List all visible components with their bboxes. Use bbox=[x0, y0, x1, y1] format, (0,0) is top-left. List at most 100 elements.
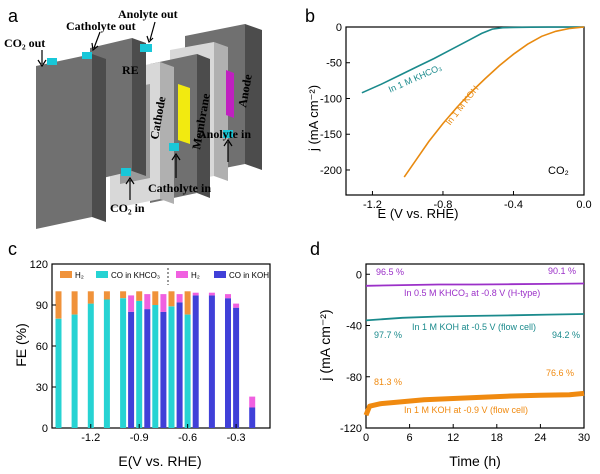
stability-ytick-label: -120 bbox=[340, 423, 362, 435]
fe-legend-h2-koh: H₂ bbox=[191, 271, 200, 280]
lsv-series bbox=[361, 26, 585, 178]
stability-line-2 bbox=[363, 390, 585, 417]
lsv-line-0 bbox=[361, 26, 585, 94]
stability-fe-end-koh-05: 94.2 % bbox=[552, 330, 580, 340]
panel-label-c: c bbox=[8, 239, 17, 259]
fe-bar-co-0 bbox=[184, 314, 191, 428]
fe-bar-co-1 bbox=[128, 311, 135, 428]
lsv-annotation-co2: CO₂ bbox=[548, 165, 569, 177]
fe-bar-h2-0 bbox=[87, 291, 94, 304]
fe-ylabel: FE (%) bbox=[13, 323, 29, 367]
fe-legend-swatch-h2-khco3 bbox=[60, 271, 72, 278]
fe-xtick-label: -1.2 bbox=[81, 432, 100, 444]
fe-bar-co-1 bbox=[160, 311, 167, 428]
stability-xtick-label: 30 bbox=[578, 432, 590, 444]
stability-xtick-label: 0 bbox=[363, 432, 369, 444]
fe-bar-h2-0 bbox=[152, 291, 159, 305]
fe-bar-co-1 bbox=[233, 307, 240, 428]
fe-bar-h2-0 bbox=[184, 291, 191, 315]
co2-in-port bbox=[121, 168, 131, 176]
lsv-plot-frame bbox=[345, 26, 585, 196]
fe-chart: -1.2 -0.9 -0.6 -0.3 0 30 60 90 120 H₂ CO in KHCO… bbox=[13, 259, 271, 469]
fe-bar-h2-1 bbox=[144, 294, 151, 310]
lsv-ytick-label: -150 bbox=[320, 129, 342, 141]
fe-legend-swatch-co-koh bbox=[214, 271, 226, 278]
anolyte-in-port bbox=[223, 130, 233, 138]
lsv-xtick-label: 0.0 bbox=[576, 199, 591, 211]
stability-fe-end-h-type: 90.1 % bbox=[548, 266, 576, 276]
stability-fe-start-koh-05: 97.7 % bbox=[374, 330, 402, 340]
fe-bar-co-1 bbox=[176, 302, 183, 428]
fe-bar-h2-1 bbox=[233, 303, 240, 308]
lsv-ytick-label: -200 bbox=[320, 165, 342, 177]
lsv-ylabel: j (mA cm⁻²) bbox=[306, 85, 321, 152]
fe-bar-h2-0 bbox=[120, 291, 127, 299]
stability-ylabel: j (mA cm⁻²) bbox=[317, 309, 333, 381]
fe-bar-h2-0 bbox=[103, 291, 110, 300]
fe-xtick-label: -0.9 bbox=[130, 432, 149, 444]
lsv-chart: -1.2 -0.8 -0.4 0.0 0 -50 -100 -150 -200 In 1 M K… bbox=[306, 22, 592, 221]
fe-bar-co-1 bbox=[249, 407, 256, 428]
fe-legend-swatch-co-khco3 bbox=[96, 271, 108, 278]
stability-axes: 0 6 12 18 24 30 0 -40 -80 -120 bbox=[340, 269, 590, 444]
fe-bar-h2-0 bbox=[55, 291, 62, 319]
stability-ytick-label: 0 bbox=[356, 269, 362, 281]
catholyte-out-port bbox=[82, 52, 92, 59]
lsv-ytick-label: -100 bbox=[320, 93, 342, 105]
fe-bar-co-1 bbox=[144, 309, 151, 428]
fe-bar-h2-1 bbox=[176, 294, 183, 303]
fe-bar-co-0 bbox=[136, 300, 143, 428]
label-co2-out: CO₂ out bbox=[4, 36, 45, 50]
lsv-axes: -1.2 -0.8 -0.4 0.0 0 -50 -100 -150 -200 bbox=[320, 22, 592, 211]
stability-xtick-label: 12 bbox=[447, 432, 459, 444]
lsv-xtick-label: -0.4 bbox=[504, 199, 523, 211]
fe-ytick-label: 0 bbox=[42, 423, 48, 435]
lsv-xlabel: E (V vs. RHE) bbox=[378, 206, 459, 221]
fe-ytick-label: 120 bbox=[30, 259, 48, 271]
stability-label-koh-05: In 1 M KOH at -0.5 V (flow cell) bbox=[412, 322, 536, 332]
fe-legend-co-khco3: CO in KHCO₃ bbox=[111, 271, 160, 280]
panel-label-a: a bbox=[8, 6, 19, 26]
stability-xlabel: Time (h) bbox=[449, 453, 501, 469]
fe-bar-co-0 bbox=[168, 306, 175, 428]
stability-label-koh-09: In 1 M KOH at -0.9 V (flow cell) bbox=[404, 405, 528, 415]
fe-bar-h2-1 bbox=[208, 292, 215, 296]
panel-label-b: b bbox=[305, 6, 315, 26]
lsv-xtick-label: -0.8 bbox=[433, 199, 452, 211]
lsv-line-1 bbox=[403, 26, 585, 178]
fe-bar-co-0 bbox=[55, 318, 62, 428]
co2-out-port bbox=[47, 58, 57, 65]
fe-bar-h2-0 bbox=[136, 291, 143, 301]
stability-line-1 bbox=[365, 313, 585, 322]
fe-bar-co-1 bbox=[208, 295, 215, 428]
membrane-sheet bbox=[178, 84, 190, 144]
fe-legend-swatch-h2-koh bbox=[176, 271, 188, 278]
stability-line-0 bbox=[365, 282, 585, 287]
label-anolyte-out: Anolyte out bbox=[118, 7, 178, 21]
stability-label-h-type: In 0.5 M KHCO₃ at -0.8 V (H-type) bbox=[404, 288, 540, 298]
anode-electrode bbox=[226, 70, 234, 118]
stability-ytick-label: -40 bbox=[346, 321, 362, 333]
fe-xtick-label: -0.6 bbox=[178, 432, 197, 444]
ports bbox=[47, 44, 233, 176]
stability-series bbox=[363, 282, 585, 417]
label-anolyte-in: Anolyte in bbox=[198, 127, 251, 141]
fe-xtick-label: -0.3 bbox=[227, 432, 246, 444]
stability-plot-frame bbox=[365, 263, 585, 429]
fe-axes: -1.2 -0.9 -0.6 -0.3 0 30 60 90 120 bbox=[30, 259, 246, 444]
fe-ytick-label: 90 bbox=[36, 300, 48, 312]
label-catholyte-in: Catholyte in bbox=[148, 181, 211, 195]
fe-ytick-label: 60 bbox=[36, 341, 48, 353]
lsv-xtick-label: -1.2 bbox=[363, 199, 382, 211]
label-re: RE bbox=[122, 63, 139, 77]
label-catholyte-out: Catholyte out bbox=[66, 19, 136, 33]
lsv-ytick-label: -50 bbox=[326, 58, 342, 70]
stability-ytick-label: -80 bbox=[346, 372, 362, 384]
stability-fe-start-koh-09: 81.3 % bbox=[374, 377, 402, 387]
lsv-series-label-koh: In 1 M KOH bbox=[444, 84, 481, 127]
label-co2-in: CO₂ in bbox=[110, 201, 145, 215]
fe-bar-h2-0 bbox=[168, 291, 175, 307]
stability-fe-start-h-type: 96.5 % bbox=[376, 267, 404, 277]
fe-bar-h2-1 bbox=[128, 295, 135, 312]
